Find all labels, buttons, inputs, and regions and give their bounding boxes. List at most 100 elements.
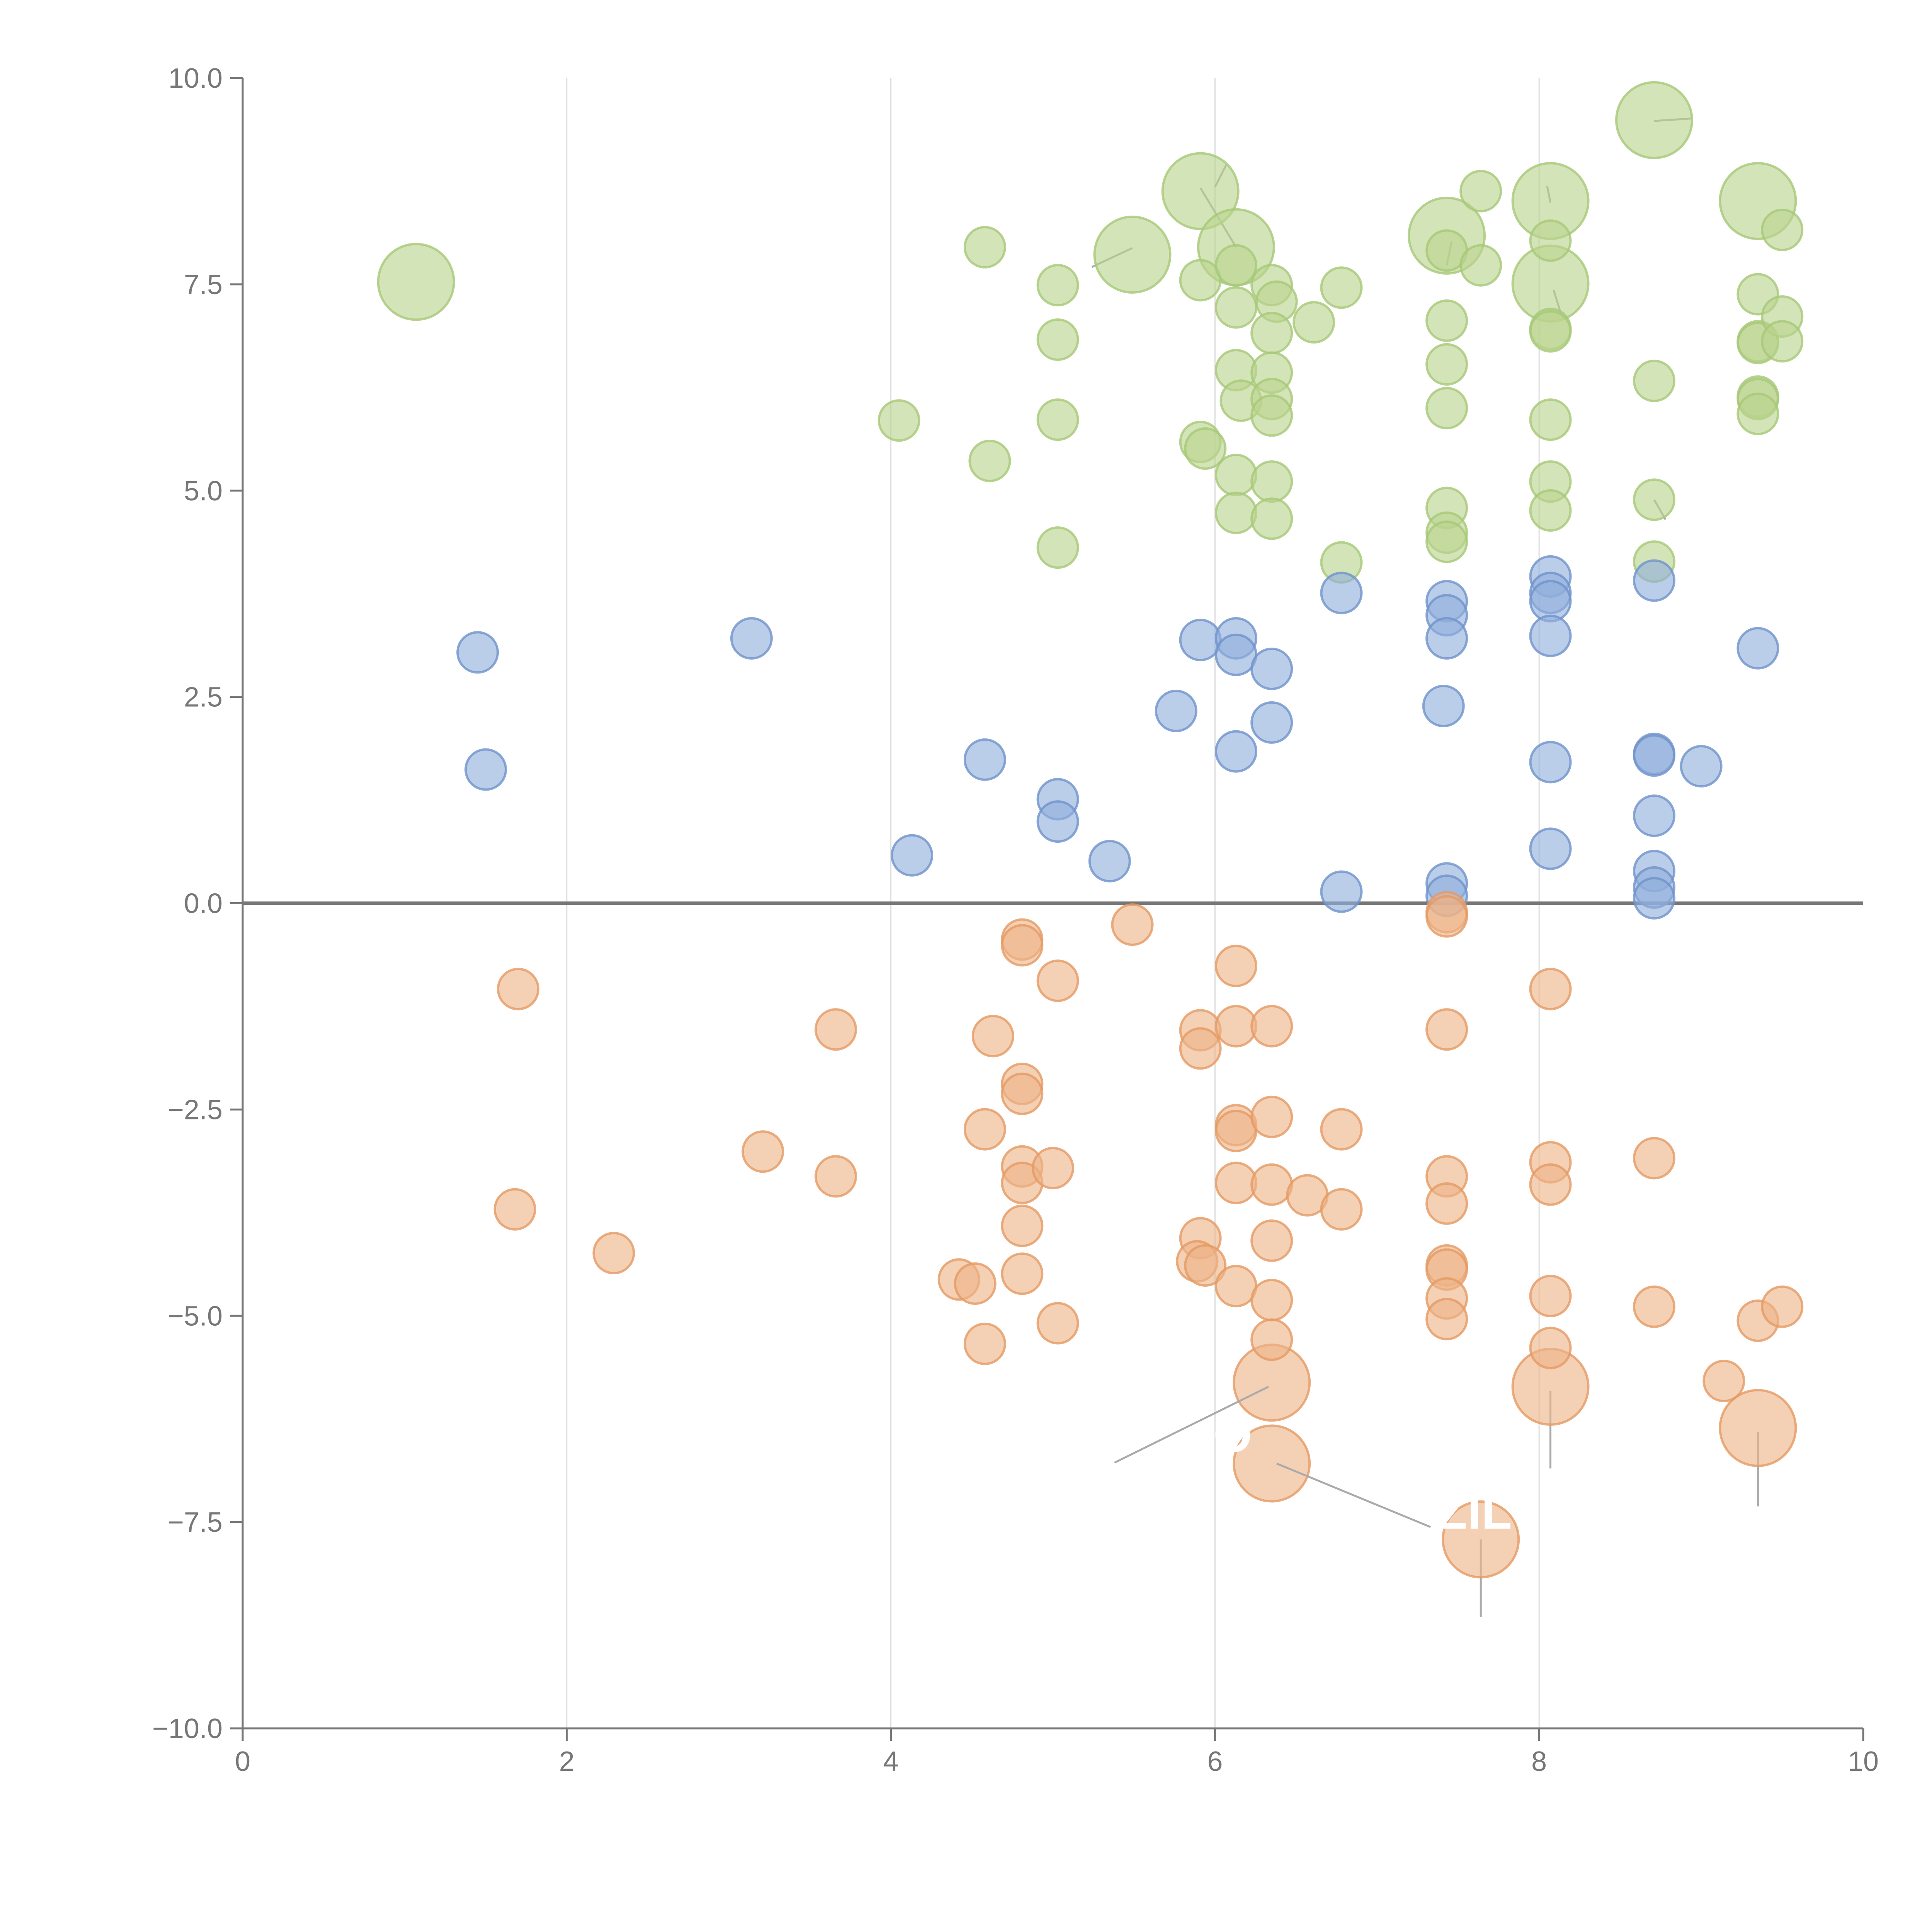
green-bubble: [1529, 219, 1572, 262]
orange-bubble: [1001, 1252, 1044, 1295]
y-tick-label: −5.0: [168, 1301, 223, 1332]
orange-bubble: [1001, 1204, 1044, 1247]
orange-bubble: [1702, 1359, 1745, 1402]
x-tick-label: 4: [883, 1746, 899, 1777]
green-bubble: [1529, 489, 1572, 532]
green-bubble: [1214, 286, 1257, 329]
green-bubble: [1761, 208, 1804, 251]
orange-bubble: [971, 1015, 1014, 1058]
green-bubble: [1036, 318, 1079, 361]
orange-bubble: [1001, 924, 1044, 967]
green-bubble: [1633, 478, 1675, 521]
orange-bubble: [1529, 1274, 1572, 1317]
green-bubble: [1250, 460, 1293, 503]
green-bubble: [377, 243, 455, 321]
orange-bubble: [1214, 1109, 1257, 1152]
green-bubble: [1250, 394, 1293, 437]
orange-bubble: [963, 1108, 1006, 1151]
blue-bubble: [1633, 559, 1675, 602]
orange-bubble: [493, 1188, 536, 1231]
y-tick-label: −7.5: [168, 1507, 223, 1538]
orange-bubble: [1719, 1389, 1797, 1467]
blue-bubble: [891, 834, 934, 877]
green-bubble: [1161, 152, 1240, 230]
green-bubble: [1184, 427, 1227, 470]
blue-bubble: [1250, 701, 1293, 744]
y-tick-label: 10.0: [168, 63, 223, 94]
blue-bubble: [730, 617, 773, 660]
blue-bubble: [1529, 827, 1572, 870]
green-bubble: [1425, 343, 1468, 386]
blue-bubble: [1214, 730, 1257, 773]
x-tick-label: 10: [1848, 1746, 1879, 1777]
orange-bubble: [815, 1008, 857, 1051]
y-tick-label: 5.0: [184, 476, 223, 507]
blue-bubble: [963, 738, 1006, 781]
orange-bubble: [1250, 1163, 1293, 1206]
orange-bubble: [1036, 1302, 1079, 1345]
blue-bubble: [464, 748, 507, 791]
annotation-connector-line: [1114, 1386, 1269, 1464]
orange-bubble: [1001, 1072, 1044, 1115]
x-tick-label: 6: [1207, 1746, 1223, 1777]
blue-bubble: [1320, 571, 1363, 614]
blue-bubble: [1036, 800, 1079, 843]
x-tick-label: 8: [1531, 1746, 1547, 1777]
x-tick-label: 2: [559, 1746, 575, 1777]
orange-bubble: [1425, 1008, 1468, 1051]
y-tick-label: 7.5: [184, 269, 223, 300]
orange-bubble: [1214, 944, 1257, 987]
green-bubble: [1179, 259, 1222, 302]
green-bubble: [1529, 310, 1572, 353]
green-bubble: [1036, 526, 1079, 569]
blue-bubble: [1633, 877, 1675, 920]
blue-bubble: [1529, 614, 1572, 657]
blue-bubble: [1736, 627, 1779, 670]
x-tick-label: 0: [235, 1746, 250, 1777]
orange-bubble: [1529, 1163, 1572, 1206]
orange-bubble: [1111, 903, 1154, 946]
axis-layer: 0 2 4 6 8 10 10.0 7.5 5.0 2.5 0.0 −2.5 −5.0 −7.5 −10.0: [152, 63, 1879, 1777]
orange-bubble: [1184, 1244, 1227, 1287]
blue-bubble: [1633, 794, 1675, 837]
orange-bubble: [1233, 1424, 1311, 1503]
blue-bubble: [1179, 619, 1222, 662]
blue-bubble: [1155, 689, 1197, 732]
green-bubble: [968, 439, 1011, 482]
blue-bubble: [1214, 633, 1257, 676]
orange-bubble: [815, 1155, 857, 1198]
green-bubble: [963, 226, 1006, 269]
orange-bubble: [1633, 1137, 1675, 1180]
green-bubble: [1214, 454, 1257, 497]
green-bubble: [1320, 266, 1363, 309]
orange-bubble: [1032, 1146, 1074, 1189]
orange-bubble: [1250, 1095, 1293, 1138]
blue-bubble: [1088, 840, 1131, 883]
y-tick-label: −2.5: [168, 1094, 223, 1125]
orange-bubble: [1214, 1005, 1257, 1048]
orange-bubble: [1425, 1182, 1468, 1225]
orange-bubble: [497, 968, 539, 1010]
bubble-annotation-label: ZIL: [1437, 1483, 1512, 1539]
orange-bubble: [1761, 1285, 1804, 1328]
orange-bubble: [1214, 1162, 1257, 1204]
blue-bubble: [1529, 741, 1572, 784]
green-bubble: [1459, 170, 1502, 213]
blue-bubble: [1633, 734, 1675, 777]
green-bubble: [1425, 387, 1468, 430]
orange-bubble: [1250, 1279, 1293, 1321]
green-bubble: [1459, 244, 1502, 287]
orange-bubble: [1250, 1219, 1293, 1262]
green-bubble: [1250, 311, 1293, 354]
blue-bubble: [1425, 617, 1468, 660]
orange-bubble: [1529, 1327, 1572, 1369]
green-bubble: [1736, 393, 1779, 435]
orange-bubble: [742, 1130, 784, 1173]
orange-bubble: [1320, 1108, 1363, 1151]
green-bubble: [1529, 398, 1572, 441]
green-bubble: [1425, 299, 1468, 342]
green-bubble: [1425, 520, 1468, 563]
green-bubble: [1036, 398, 1079, 441]
blue-bubble: [1250, 648, 1293, 690]
